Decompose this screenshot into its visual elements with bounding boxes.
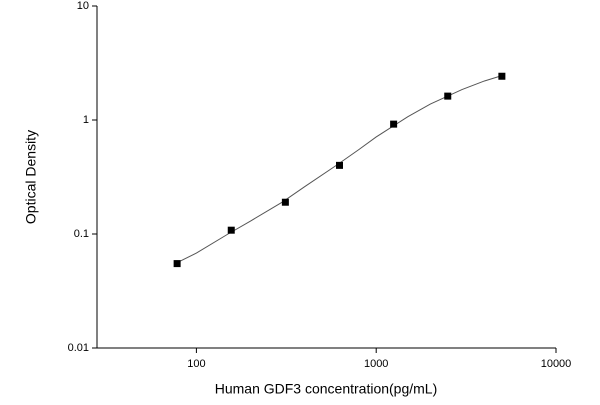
data-point: [390, 120, 398, 128]
y-tick-label: 1: [83, 114, 89, 126]
y-tick-label: 0.01: [68, 342, 89, 354]
x-tick-label: 100: [187, 358, 205, 370]
data-point: [498, 72, 506, 80]
data-point: [227, 226, 235, 234]
y-tick-label: 10: [77, 0, 89, 12]
data-point: [173, 260, 181, 268]
data-point: [335, 161, 343, 169]
data-point: [281, 198, 289, 206]
y-tick-label: 0.1: [74, 228, 89, 240]
y-axis-title: Optical Density: [23, 130, 39, 224]
x-axis-title: Human GDF3 concentration(pg/mL): [215, 381, 438, 397]
x-tick-label: 10000: [541, 358, 572, 370]
x-tick-label: 1000: [364, 358, 388, 370]
data-point: [444, 92, 452, 100]
